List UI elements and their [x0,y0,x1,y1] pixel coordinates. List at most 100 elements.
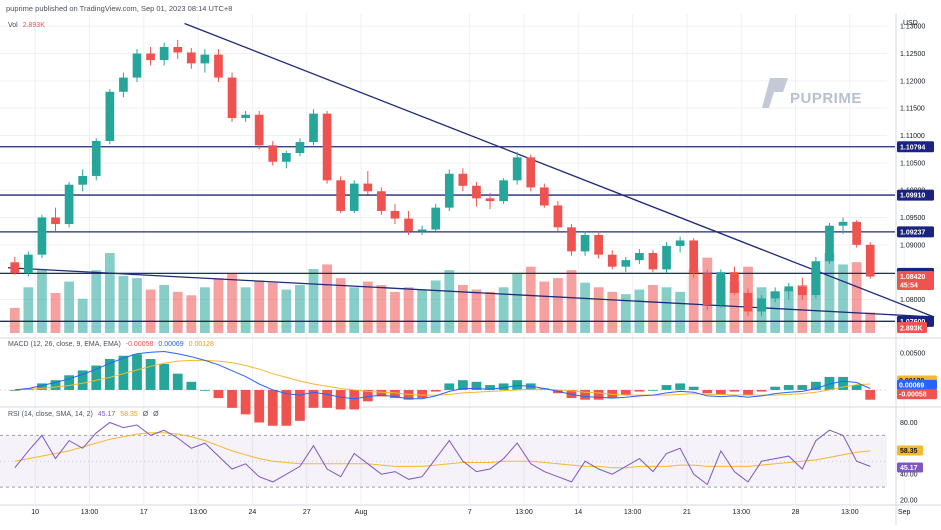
rsi-band-fill [0,435,887,488]
candle-body [526,157,536,188]
macd-value-tag-bg [897,379,937,390]
candle-body [186,52,196,64]
volume-bar [254,280,265,333]
volume-bar [783,289,794,333]
macd-histogram-bar [172,373,183,390]
macd-histogram-bar [376,389,387,397]
macd-histogram-bar [498,383,509,390]
candle-body [648,253,658,270]
time-tick-label: 24 [249,509,257,516]
macd-histogram-bar [457,380,468,390]
volume-bar [240,287,251,333]
macd-histogram-bar [634,389,645,392]
candle-body [431,207,441,230]
candle-body [553,205,563,228]
candle-body [404,218,413,232]
time-tick-label: 13:00 [841,509,859,516]
macd-legend-name: MACD (12, 26, close, 9, EMA, EMA) [8,341,121,348]
candle-body [539,187,549,206]
macd-histogram-bar [770,386,781,390]
price-tick-label: 1.11500 [900,106,925,113]
candle-body [119,77,128,92]
rsi-legend: RSI (14, close, SMA, 14, 2) 45.17 58.35 … [8,411,159,418]
countdown-tag: 45:54 [900,283,918,290]
macd-histogram-bar [37,383,47,390]
macd-histogram-bar [702,389,713,394]
macd-tick-label: 0.00500 [900,350,925,357]
vol-legend: Vol 2.893K [8,22,45,29]
vol-legend-value: 2.893K [22,22,45,29]
volume-bar [553,278,563,333]
rsi-tick-label: 20.00 [900,498,918,505]
candle-body [702,273,712,305]
candle-body [838,221,848,226]
candle-body [322,113,332,181]
time-tick-label: 21 [683,509,691,516]
macd-histogram-bar [756,389,767,392]
candle-body [852,221,861,245]
candle-body [825,225,834,262]
candle-body [377,191,386,211]
volume-bar [417,289,428,333]
rsi-legend-sma: 58.35 [120,411,138,418]
volume-bar [566,270,577,333]
volume-bar [9,307,20,333]
macd-histogram-bar [675,383,686,390]
macd-histogram-bar [715,389,726,395]
volume-bar [335,278,346,333]
macd-histogram-bar [227,389,237,408]
volume-bar [471,289,482,333]
candle-body [309,113,318,143]
macd-histogram-bar [620,389,631,395]
rsi-value-tag: 45.17 [900,465,918,472]
candle-body [675,240,685,246]
macd-histogram-bar [91,365,102,390]
rsi-legend-upper: Ø [142,411,149,418]
time-tick-label: 10 [31,509,39,516]
candle-body [214,54,223,78]
candle-body [784,286,794,292]
candle-body [689,240,699,274]
rsi-tick-label: 40.00 [900,472,918,479]
candle-body [51,217,60,225]
candle-body [24,254,33,274]
volume-bar [729,281,740,333]
volume-bar [661,287,672,333]
macd-histogram-bar [132,354,142,390]
volume-bar [132,278,142,333]
macd-histogram-bar [104,359,115,390]
macd-histogram-bar [471,381,482,390]
macd-histogram-bar [295,389,305,421]
volume-bar [485,291,495,333]
candle-body [254,114,264,146]
macd-histogram-bar [322,389,332,408]
volume-bar [525,266,536,333]
macd-histogram-bar [159,363,170,390]
candle-body [295,142,305,153]
volume-bar [675,291,686,333]
volume-bar [512,273,523,333]
level-price-tag: 1.10794 [900,144,925,151]
volume-bar [159,285,170,333]
volume-bar [77,298,88,333]
volume-bar [91,270,102,333]
volume-bar [539,281,550,333]
macd-histogram-bar [199,389,210,391]
volume-bar [23,287,34,333]
candle-body [580,234,590,252]
candle-body [227,77,237,119]
candle-body [567,227,576,252]
macd-histogram-bar [281,389,292,426]
volume-bar [797,285,808,333]
volume-bar [430,280,441,333]
watermark: PUPRIME [762,78,861,108]
macd-histogram-bar [824,376,835,390]
macd-histogram-bar [362,389,373,402]
macd-histogram-bar [743,389,753,395]
time-tick-label: 13:00 [732,509,750,516]
volume-bar [64,281,74,333]
volume-bar [444,270,455,333]
macd-signal-line [14,359,871,396]
volume-bar [838,264,848,333]
volume-bar [607,291,618,333]
